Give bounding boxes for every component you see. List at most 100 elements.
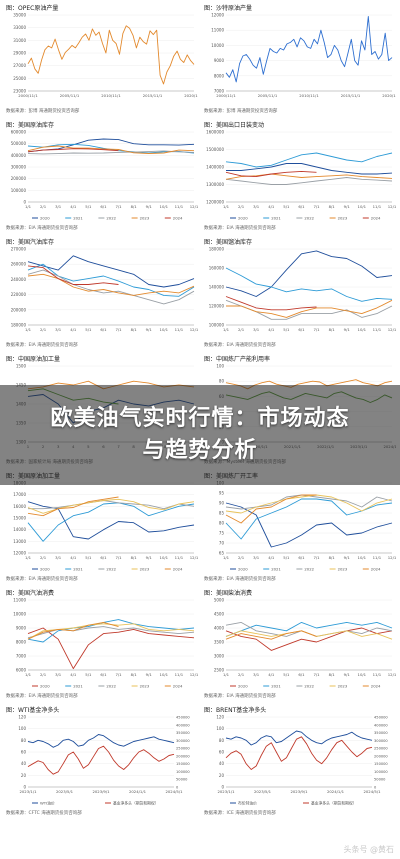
legend-label: 2021 <box>271 215 281 220</box>
x-tick-label: 7/1 <box>313 327 320 332</box>
series-line-4 <box>225 296 317 311</box>
y-tick-label: 100 <box>216 726 224 731</box>
x-tick-label: 6/1 <box>100 204 107 209</box>
y-tick-label: 7000 <box>16 654 27 659</box>
legend-label: 2020 <box>238 683 248 688</box>
x-tick-label: 3/1 <box>55 672 62 677</box>
chart-title: 图：OPEC原油产量 <box>6 5 59 12</box>
x-tick-label: 2/1 <box>238 204 245 209</box>
chart-panel-wti_net: 图：WTI基金净多头 120 100 80 60 40 20 0 450000 400000 350… <box>4 705 198 820</box>
y-tick-label: 1200000 <box>206 200 224 205</box>
x-tick-label: 2000/11/1 <box>18 93 38 98</box>
chart-panel-us_export: 图：美国出口日装变动 1600000 1500000 1400000 1300000 12… <box>202 120 396 235</box>
x-tick-label: 1/1 <box>25 204 32 209</box>
y-tick-label: 40 <box>21 761 27 766</box>
x-tick-label: 2/1 <box>40 204 47 209</box>
y-tick-label: 60 <box>21 750 27 755</box>
chart-svg: 120 100 80 60 40 20 0 450000 400000 350000 300000 2… <box>216 715 388 806</box>
x-tick-label: 2/1 <box>238 555 245 560</box>
x-tick-label: 6/1 <box>100 327 107 332</box>
y-tick-label: 180000 <box>209 247 225 252</box>
legend-label: 2022 <box>304 683 314 688</box>
y-tick-label: 10000 <box>211 43 224 48</box>
y-tick-label: 14000 <box>13 527 26 532</box>
x-tick-label: 6/1 <box>298 672 305 677</box>
y-tick-label: 10000 <box>13 612 26 617</box>
y-tick-label: 120 <box>18 715 26 720</box>
y-tick-label: 1500 <box>16 364 27 369</box>
y-tick-label: 29000 <box>13 51 26 56</box>
x-tick-label: 9/1 <box>344 204 351 209</box>
y2-tick-label: 250000 <box>374 747 388 751</box>
chart-panel-brent_net: 图：BRENT基金净多头 120 100 80 60 40 20 0 450000 400000 3… <box>202 705 396 820</box>
series-line-2 <box>225 177 393 185</box>
x-tick-label: 1/1 <box>223 555 230 560</box>
y-tick-label: 9000 <box>16 626 27 631</box>
y-tick-label: 9000 <box>214 58 225 63</box>
legend-label: 2023 <box>140 683 150 688</box>
x-tick-label: 2015/11/1 <box>341 93 361 98</box>
y-tick-label: 120000 <box>209 304 225 309</box>
x-tick-label: 2010/11/1 <box>101 93 121 98</box>
series-line-1 <box>27 745 175 775</box>
series-line-4 <box>27 621 119 640</box>
chart-source: 数据来源：EIA 海通期货投资咨询部 <box>204 577 276 582</box>
series-line-4 <box>225 170 317 178</box>
y-tick-label: 300000 <box>11 165 27 170</box>
series-line-3 <box>27 145 195 154</box>
y-tick-label: 1300000 <box>206 182 224 187</box>
y-tick-label: 260000 <box>11 262 27 267</box>
x-tick-label: 1/1 <box>223 672 230 677</box>
series-line-0 <box>225 250 393 297</box>
x-tick-label: 10/1 <box>358 672 367 677</box>
x-tick-label: 10/1 <box>358 327 367 332</box>
x-tick-label: 2023/9/1 <box>290 789 308 794</box>
x-tick-label: 7/1 <box>115 672 122 677</box>
y-tick-label: 12000 <box>13 551 26 556</box>
series-line-4 <box>225 494 317 524</box>
chart-title: 图：美国出口日装变动 <box>204 122 265 129</box>
legend-label: WTI油价 <box>40 800 55 805</box>
series-line-1 <box>225 152 393 168</box>
legend-label: 布伦特油价 <box>238 800 257 805</box>
chart-title: 图：美国汽油库存 <box>6 239 55 246</box>
series-line-1 <box>225 267 393 302</box>
x-tick-label: 9/1 <box>146 672 153 677</box>
legend-label: 2021 <box>73 215 83 220</box>
y-tick-label: 3500 <box>214 640 225 645</box>
y-tick-label: 500000 <box>11 141 27 146</box>
x-tick-label: 8/1 <box>329 672 336 677</box>
series-line-0 <box>27 138 195 153</box>
x-tick-label: 5/1 <box>283 555 290 560</box>
x-tick-label: 2024/1/1 <box>327 789 345 794</box>
y-tick-label: 27000 <box>13 63 26 68</box>
series-line-0 <box>225 627 393 651</box>
chart-panel-saudi: 图：沙特原油产量 12000 11000 10000 9000 8000 7000 2000/… <box>202 3 396 118</box>
y2-tick-label: 0 <box>374 786 377 790</box>
y-tick-label: 220000 <box>11 292 27 297</box>
y-tick-label: 13000 <box>13 539 26 544</box>
x-tick-label: 12/1 <box>190 327 198 332</box>
x-tick-label: 12/1 <box>388 672 396 677</box>
x-tick-label: 5/1 <box>85 327 92 332</box>
x-tick-label: 12/1 <box>388 327 396 332</box>
y-tick-label: 400000 <box>11 153 27 158</box>
x-tick-label: 5/1 <box>283 672 290 677</box>
chart-source: 数据来源：EIA 海通期货投资咨询部 <box>204 343 276 348</box>
x-tick-label: 10/1 <box>160 327 169 332</box>
y2-tick-label: 300000 <box>374 739 388 743</box>
y-tick-label: 160000 <box>209 266 225 271</box>
x-tick-label: 6/1 <box>298 555 305 560</box>
legend-label: 2024 <box>371 566 381 571</box>
x-tick-label: 4/1 <box>70 327 77 332</box>
x-tick-label: 2/1 <box>40 327 47 332</box>
y-tick-label: 5000 <box>214 598 225 603</box>
series-line-2 <box>28 500 195 510</box>
x-tick-label: 4/1 <box>268 204 275 209</box>
series-line-0 <box>27 501 195 540</box>
y2-tick-label: 250000 <box>176 747 190 751</box>
y-tick-label: 1600000 <box>206 130 224 135</box>
chart-title: 图：沙特原油产量 <box>204 5 253 12</box>
series-line-0 <box>27 734 175 748</box>
